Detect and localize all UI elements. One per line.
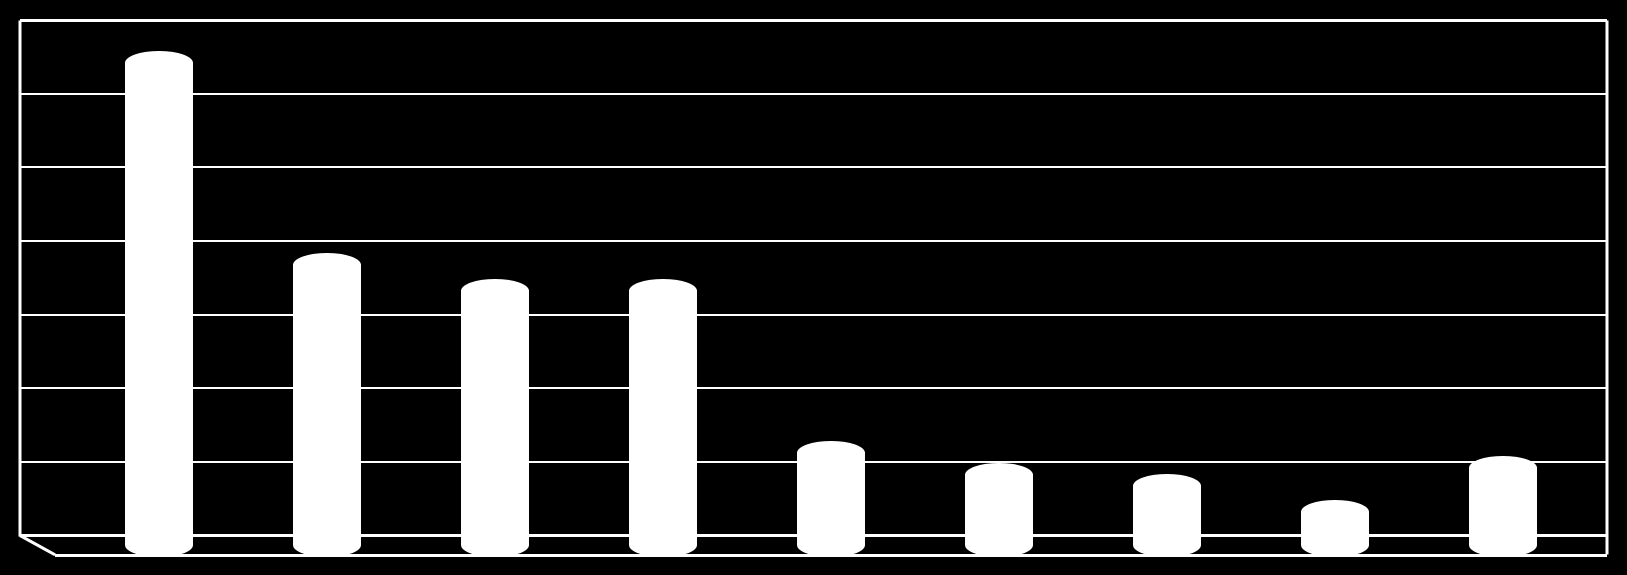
gridline bbox=[20, 240, 1607, 242]
gridline bbox=[20, 314, 1607, 316]
bar-cap-top bbox=[629, 279, 696, 303]
bar-cap-bottom bbox=[461, 533, 528, 557]
bar bbox=[1133, 474, 1200, 557]
bar-cap-top bbox=[1469, 456, 1536, 480]
bar-body bbox=[461, 291, 528, 545]
bar-cap-top bbox=[797, 441, 864, 465]
bar bbox=[1301, 500, 1368, 557]
bar bbox=[125, 51, 192, 558]
bar-cap-bottom bbox=[965, 533, 1032, 557]
bar-cap-bottom bbox=[1469, 533, 1536, 557]
bar bbox=[293, 253, 360, 557]
bar-body bbox=[629, 291, 696, 545]
bar-body bbox=[125, 63, 192, 546]
frame-top bbox=[20, 19, 1607, 22]
bar-cap-top bbox=[125, 51, 192, 75]
bar-cap-bottom bbox=[125, 533, 192, 557]
bar bbox=[1469, 456, 1536, 557]
bar-body bbox=[293, 265, 360, 545]
bar-cap-top bbox=[461, 279, 528, 303]
bar bbox=[797, 441, 864, 557]
frame-left-back bbox=[19, 20, 22, 536]
bar-cap-top bbox=[1301, 500, 1368, 524]
bar-body bbox=[797, 453, 864, 545]
bar-cap-bottom bbox=[1133, 533, 1200, 557]
chart-container bbox=[0, 0, 1627, 575]
bar-cap-bottom bbox=[1301, 533, 1368, 557]
frame-right-back bbox=[1606, 20, 1609, 536]
gridline bbox=[20, 387, 1607, 389]
gridline bbox=[20, 93, 1607, 95]
bar bbox=[461, 279, 528, 557]
bar bbox=[629, 279, 696, 557]
floor-diag-right-a bbox=[1606, 536, 1609, 555]
bar-cap-bottom bbox=[629, 533, 696, 557]
bar-cap-bottom bbox=[797, 533, 864, 557]
bar bbox=[965, 463, 1032, 557]
bar-cap-bottom bbox=[293, 533, 360, 557]
gridline bbox=[20, 166, 1607, 168]
